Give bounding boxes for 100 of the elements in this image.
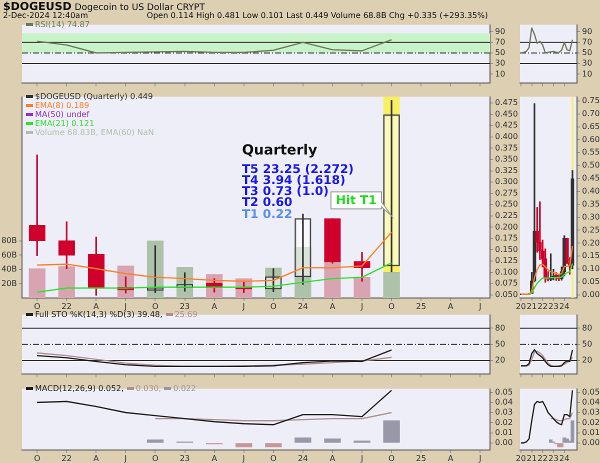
x-tick-label: J: [242, 454, 246, 463]
y-tick-label: 10: [582, 69, 592, 78]
y-tick-label: 0.325: [495, 166, 518, 175]
x-tick-label: A: [93, 302, 100, 311]
y-tick-label: 0.03: [582, 408, 600, 417]
x-tick-label: J: [360, 302, 364, 311]
y-tick-label: 0.65: [582, 122, 600, 131]
x-tick-label: 25: [416, 454, 426, 463]
y-tick-label: 90: [582, 26, 592, 36]
y-tick-label: 0.05: [495, 387, 513, 396]
y-tick-label: 0.05: [582, 387, 600, 396]
y-tick-label: 0.04: [582, 398, 600, 407]
x-tick-label: J: [360, 454, 364, 463]
y-tick-label: 0.300: [495, 177, 518, 186]
y-tick-label: 70: [582, 37, 592, 46]
y-tick-label: 0.50: [582, 160, 600, 170]
y-tick-label: 0.04: [495, 398, 513, 407]
y-tick-label: 30: [582, 58, 592, 68]
y-tick-label: 0.01: [495, 428, 513, 437]
x-tick-label: O: [34, 302, 40, 311]
y-tick-label: 0.60: [582, 134, 600, 144]
y-tick-label: 0.100: [495, 267, 518, 276]
y-tick-label: 20: [495, 356, 506, 365]
y-tick-label: 0.075: [495, 278, 518, 288]
y-tick-label: 0.15: [582, 251, 600, 260]
x-tick-label: J: [124, 454, 127, 463]
x-tick-label: 24: [559, 454, 570, 463]
y2-tick-label: 80B: [1, 236, 17, 245]
x-tick-label: J: [242, 302, 246, 311]
x-tick-label: 23: [180, 302, 190, 311]
y-tick-label: 0.175: [495, 234, 518, 243]
legend-label: RSI(14) 74.87: [35, 20, 90, 29]
legend-label: Full STO %K(14,3) %D(3) 39.48,: [35, 310, 163, 319]
x-tick-label: 24: [298, 302, 308, 311]
y-tick-label: 50: [582, 339, 592, 348]
annotation: T5 23.25 (2.272): [242, 162, 354, 176]
x-tick-label: A: [448, 454, 454, 463]
x-tick-label: O: [152, 302, 158, 311]
y-tick-label: 0.03: [495, 408, 513, 417]
y-tick-label: 0.450: [495, 109, 518, 118]
x-tick-label: 23: [548, 454, 559, 463]
y-tick-label: 80: [582, 323, 592, 332]
x-tick-label: O: [270, 302, 277, 311]
y-tick-label: 0.00: [495, 438, 513, 447]
x-tick-label: 22: [538, 302, 548, 311]
x-tick-label: A: [93, 454, 100, 463]
y-tick-label: 0.475: [495, 98, 518, 108]
text: 2-Dec-2024 12:40am: [3, 11, 88, 20]
legend-label: EMA(21) 0.121: [35, 119, 94, 128]
x-tick-label: 23: [548, 302, 559, 311]
y-tick-label: 0.200: [495, 222, 518, 232]
y-tick-label: 0.375: [495, 143, 518, 152]
chart-title: $DOGEUSD: [3, 0, 72, 13]
y-tick-label: 0.05: [582, 277, 600, 286]
y-tick-label: 50: [495, 339, 506, 348]
legend-label: MACD(12,26,9) 0.052,: [35, 384, 124, 393]
y2-tick-label: 20B: [1, 278, 17, 288]
x-tick-label: A: [330, 454, 336, 463]
x-tick-label: O: [270, 454, 277, 463]
y-tick-label: 0.40: [582, 186, 600, 196]
y-tick-label: 80: [495, 323, 506, 332]
y-tick-label: 0.10: [582, 264, 600, 274]
x-tick-label: 24: [298, 454, 308, 463]
y-tick-label: 30: [495, 58, 506, 68]
x-tick-label: J: [478, 454, 482, 463]
y-tick-label: 0.45: [582, 174, 600, 183]
x-tick-label: A: [448, 302, 454, 311]
y-tick-label: 20: [582, 356, 592, 365]
y-tick-label: 70: [495, 37, 506, 46]
y-tick-label: 0.00: [582, 290, 600, 299]
annotation: T2 0.60: [242, 194, 292, 209]
y2-tick-label: 60B: [1, 250, 17, 260]
x-tick-label: 21: [526, 302, 537, 311]
x-tick-label: 24: [559, 302, 570, 311]
x-tick-label: 21: [526, 454, 537, 463]
legend-label: MA(50) undef: [35, 110, 90, 119]
x-tick-label: O: [388, 302, 395, 311]
y-tick-label: 0.01: [582, 428, 600, 437]
legend-label: Volume 68.83B, EMA(60) NaN: [35, 128, 154, 137]
x-tick-label: 20: [516, 302, 526, 311]
y-tick-label: 0.25: [582, 225, 600, 234]
annotation: Hit T1: [336, 193, 377, 208]
x-tick-label: J: [124, 302, 127, 311]
x-tick-label: 23: [180, 454, 190, 463]
y-tick-label: 0.050: [495, 290, 518, 299]
x-tick-label: A: [330, 302, 336, 311]
y-tick-label: 10: [495, 69, 506, 78]
x-tick-label: 22: [538, 454, 548, 463]
y-tick-label: 0.02: [582, 418, 600, 427]
y-tick-label: 0.250: [495, 200, 518, 209]
x-tick-label: J: [478, 302, 482, 311]
x-tick-label: A: [212, 302, 218, 311]
y-tick-label: 0.225: [495, 210, 518, 220]
y-tick-label: 0.70: [582, 108, 600, 118]
chart-subtitle: Dogecoin to US Dollar CRYPT: [74, 3, 205, 13]
x-tick-label: 22: [62, 454, 72, 463]
legend-label: EMA(8) 0.189: [35, 101, 90, 110]
y-tick-label: 50: [495, 48, 506, 58]
x-tick-label: O: [388, 454, 395, 463]
legend-label: 25.69: [174, 310, 198, 319]
